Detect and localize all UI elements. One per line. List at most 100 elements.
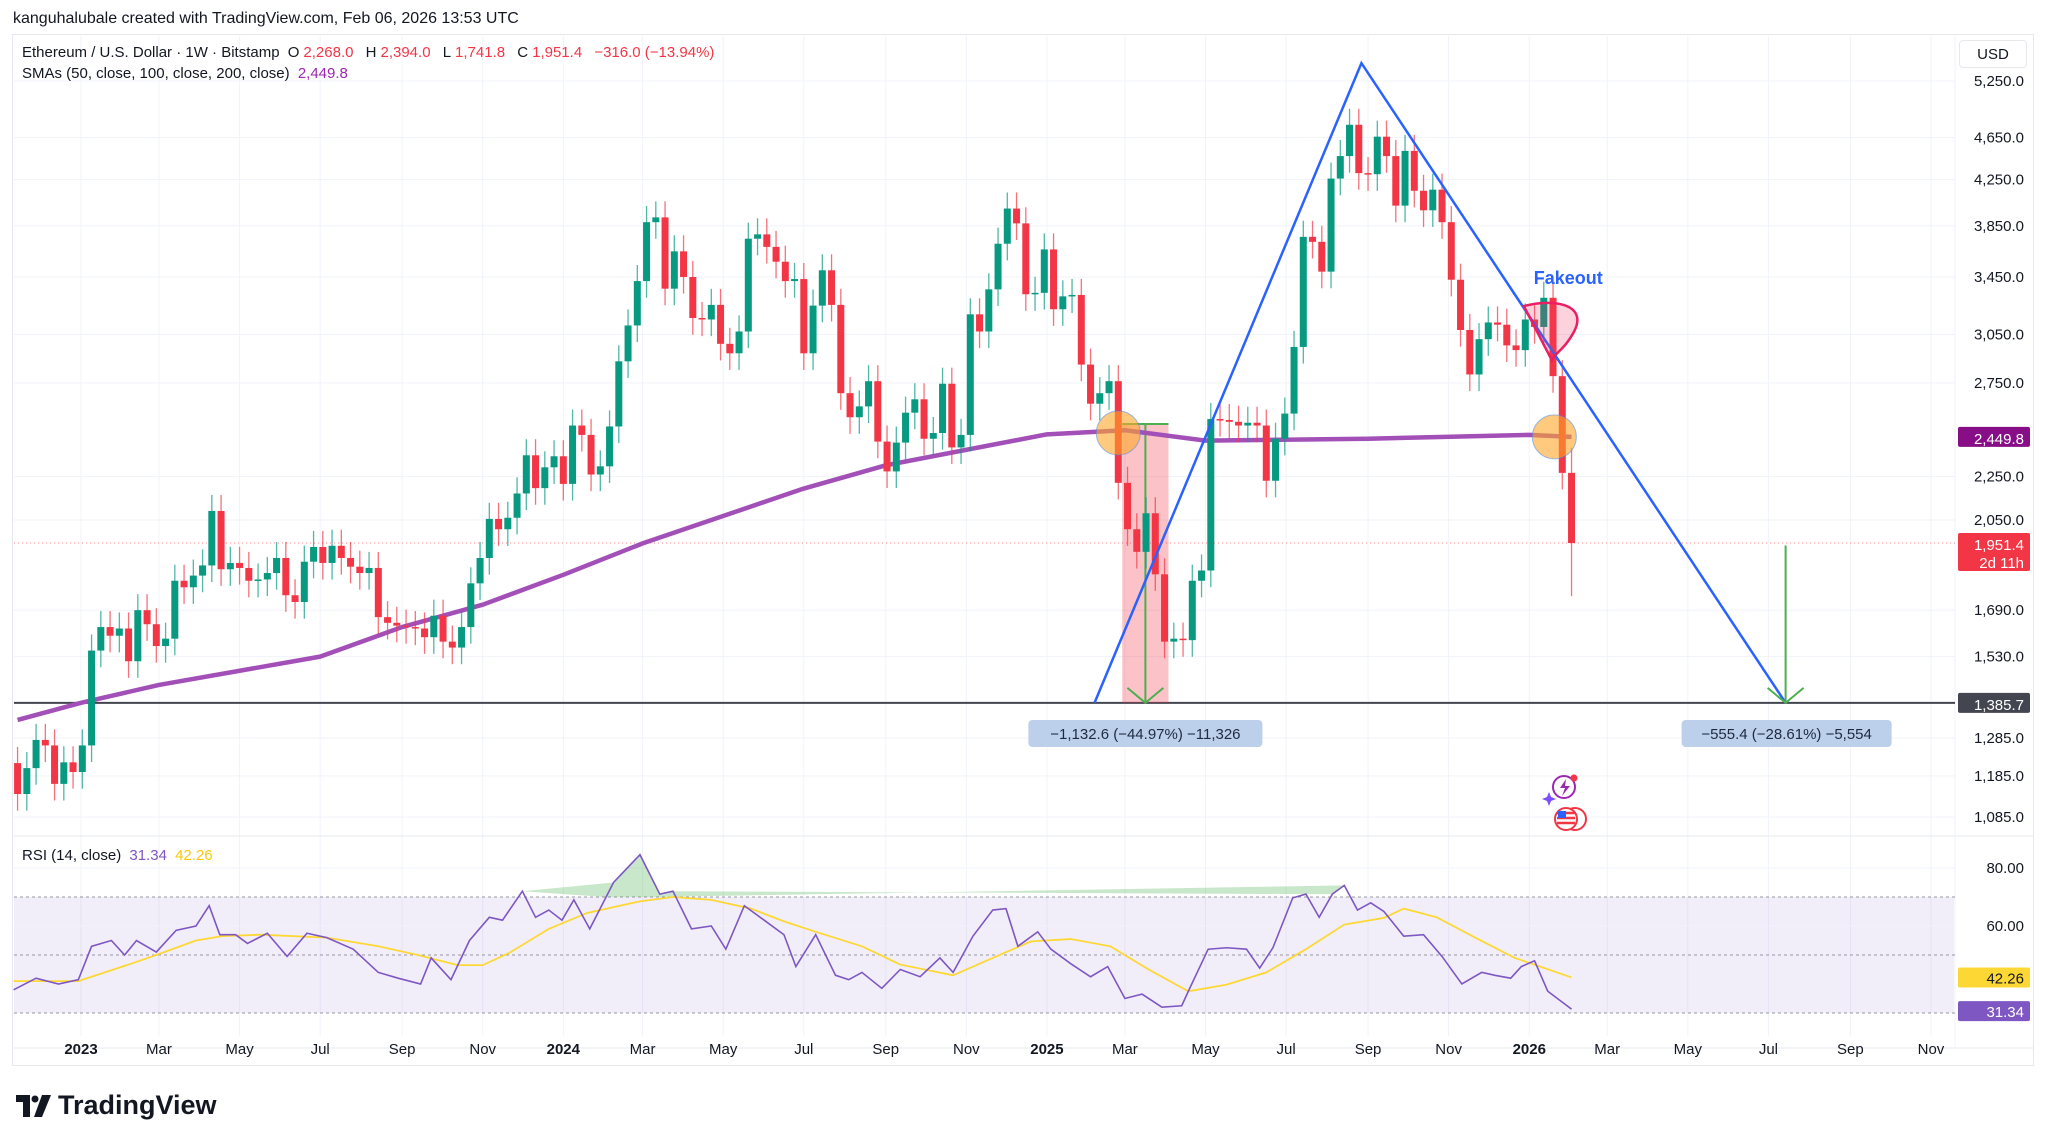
candle [282,541,290,612]
rsi-tag-text: 31.34 [1986,1004,2024,1021]
time-tick-label: Jul [1277,1041,1296,1058]
candle [541,451,549,505]
candle [1272,422,1280,498]
ohlc-low: L 1,741.8 [442,44,506,61]
candle-body [1142,513,1150,552]
candle [254,563,262,598]
candle-body [1124,482,1132,530]
candle-body [1475,339,1483,375]
candle [1262,409,1270,498]
candle [467,567,475,644]
candle [300,545,308,619]
projected-arrow-head [1766,687,1805,705]
support-price-tag-text: 1,385.7 [1974,697,2024,714]
candle-body [78,745,86,773]
candle [263,556,271,597]
candle-body [541,467,549,489]
price-tick-label: 1,185.0 [1974,768,2024,785]
candle [402,609,410,644]
candle-body [948,383,956,448]
candle-body [411,627,419,629]
rsi-legend[interactable]: RSI (14, close) 31.34 42.26 [22,847,217,864]
candle-body [88,650,96,746]
candle [125,612,133,678]
candle [1484,306,1492,356]
candle-body [1281,413,1289,439]
measure-projected-label-bg [1681,720,1892,747]
candle [23,752,31,811]
time-tick-label: 2024 [547,1041,581,1058]
candle [1022,207,1030,311]
candle-body [51,745,59,784]
candle-body [14,763,22,794]
candle [51,729,59,801]
candle [1013,192,1021,241]
candle-body [735,331,743,354]
candle [698,301,706,337]
us-flag-event-icon [1554,807,1587,831]
candle-body [448,641,456,648]
candle [1383,120,1391,173]
candle-body [1207,419,1215,571]
currency-button[interactable]: USD [1959,40,2027,68]
candle-body [957,434,965,448]
candle [365,551,373,590]
candle-body [781,261,789,282]
candle [439,599,447,659]
candle-body [1105,381,1113,394]
candle-body [1188,580,1196,641]
candle-body [115,628,123,636]
tradingview-logo[interactable]: TradingView [16,1090,217,1121]
candle-body [624,325,632,362]
candle [1466,313,1474,392]
candle-body [1133,529,1141,552]
flag-canton [1558,811,1566,818]
candle [1364,157,1372,191]
rsi-ma-line [13,896,1572,993]
candle-body [273,557,281,574]
ohlc-high: H 2,394.0 [365,44,431,61]
candle-body [162,638,170,647]
candle [374,551,382,634]
candle-body [189,575,197,588]
candle [337,529,345,575]
candle [828,254,836,322]
candle-body [134,610,142,662]
candle-body [615,361,623,427]
candle-body [828,270,836,305]
rsi-ma-tag: 42.26 [1958,967,2030,988]
candle [994,227,1002,306]
candle [615,345,623,444]
rsi-label: RSI (14, close) [22,847,122,864]
symbol-name[interactable]: Ethereum / U.S. Dollar · 1W · Bitstamp [22,44,280,61]
candle-body [865,381,873,407]
candle-body [1179,638,1187,641]
candle-body [1420,190,1428,211]
candle [1133,513,1141,569]
candle-body [587,434,595,475]
candle-body [569,425,577,484]
candle-body [985,289,993,332]
fakeout-label: Fakeout [1534,268,1603,288]
candle-body [1003,208,1011,244]
candle [513,477,521,535]
time-tick-label: 2023 [64,1041,97,1058]
candle-body [1040,249,1048,293]
candle-body [23,768,31,794]
sma-price-tag: 2,449.8 [1958,426,2030,448]
candle-body [1373,136,1381,175]
time-tick-label: Nov [1918,1041,1945,1058]
candle [1050,233,1058,326]
candle [902,396,910,460]
sma-price-tag-text: 2,449.8 [1974,431,2024,448]
candle-body [1512,345,1520,351]
candle-body [809,305,817,354]
sma-legend[interactable]: SMAs (50, close, 100, close, 200, close)… [22,65,352,82]
candle-body [689,277,697,319]
candle-body [1549,297,1557,377]
candle [1225,403,1233,439]
candle [1429,173,1437,227]
time-tick-label: Jul [311,1041,330,1058]
candle-body [1272,438,1280,481]
